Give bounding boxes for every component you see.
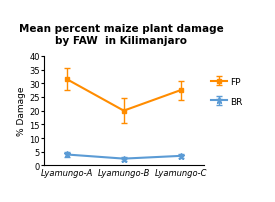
Text: Mean percent maize plant damage
by FAW  in Kilimanjaro: Mean percent maize plant damage by FAW i…	[19, 24, 223, 46]
Y-axis label: % Damage: % Damage	[17, 86, 26, 136]
Legend: FP, BR: FP, BR	[211, 77, 243, 106]
